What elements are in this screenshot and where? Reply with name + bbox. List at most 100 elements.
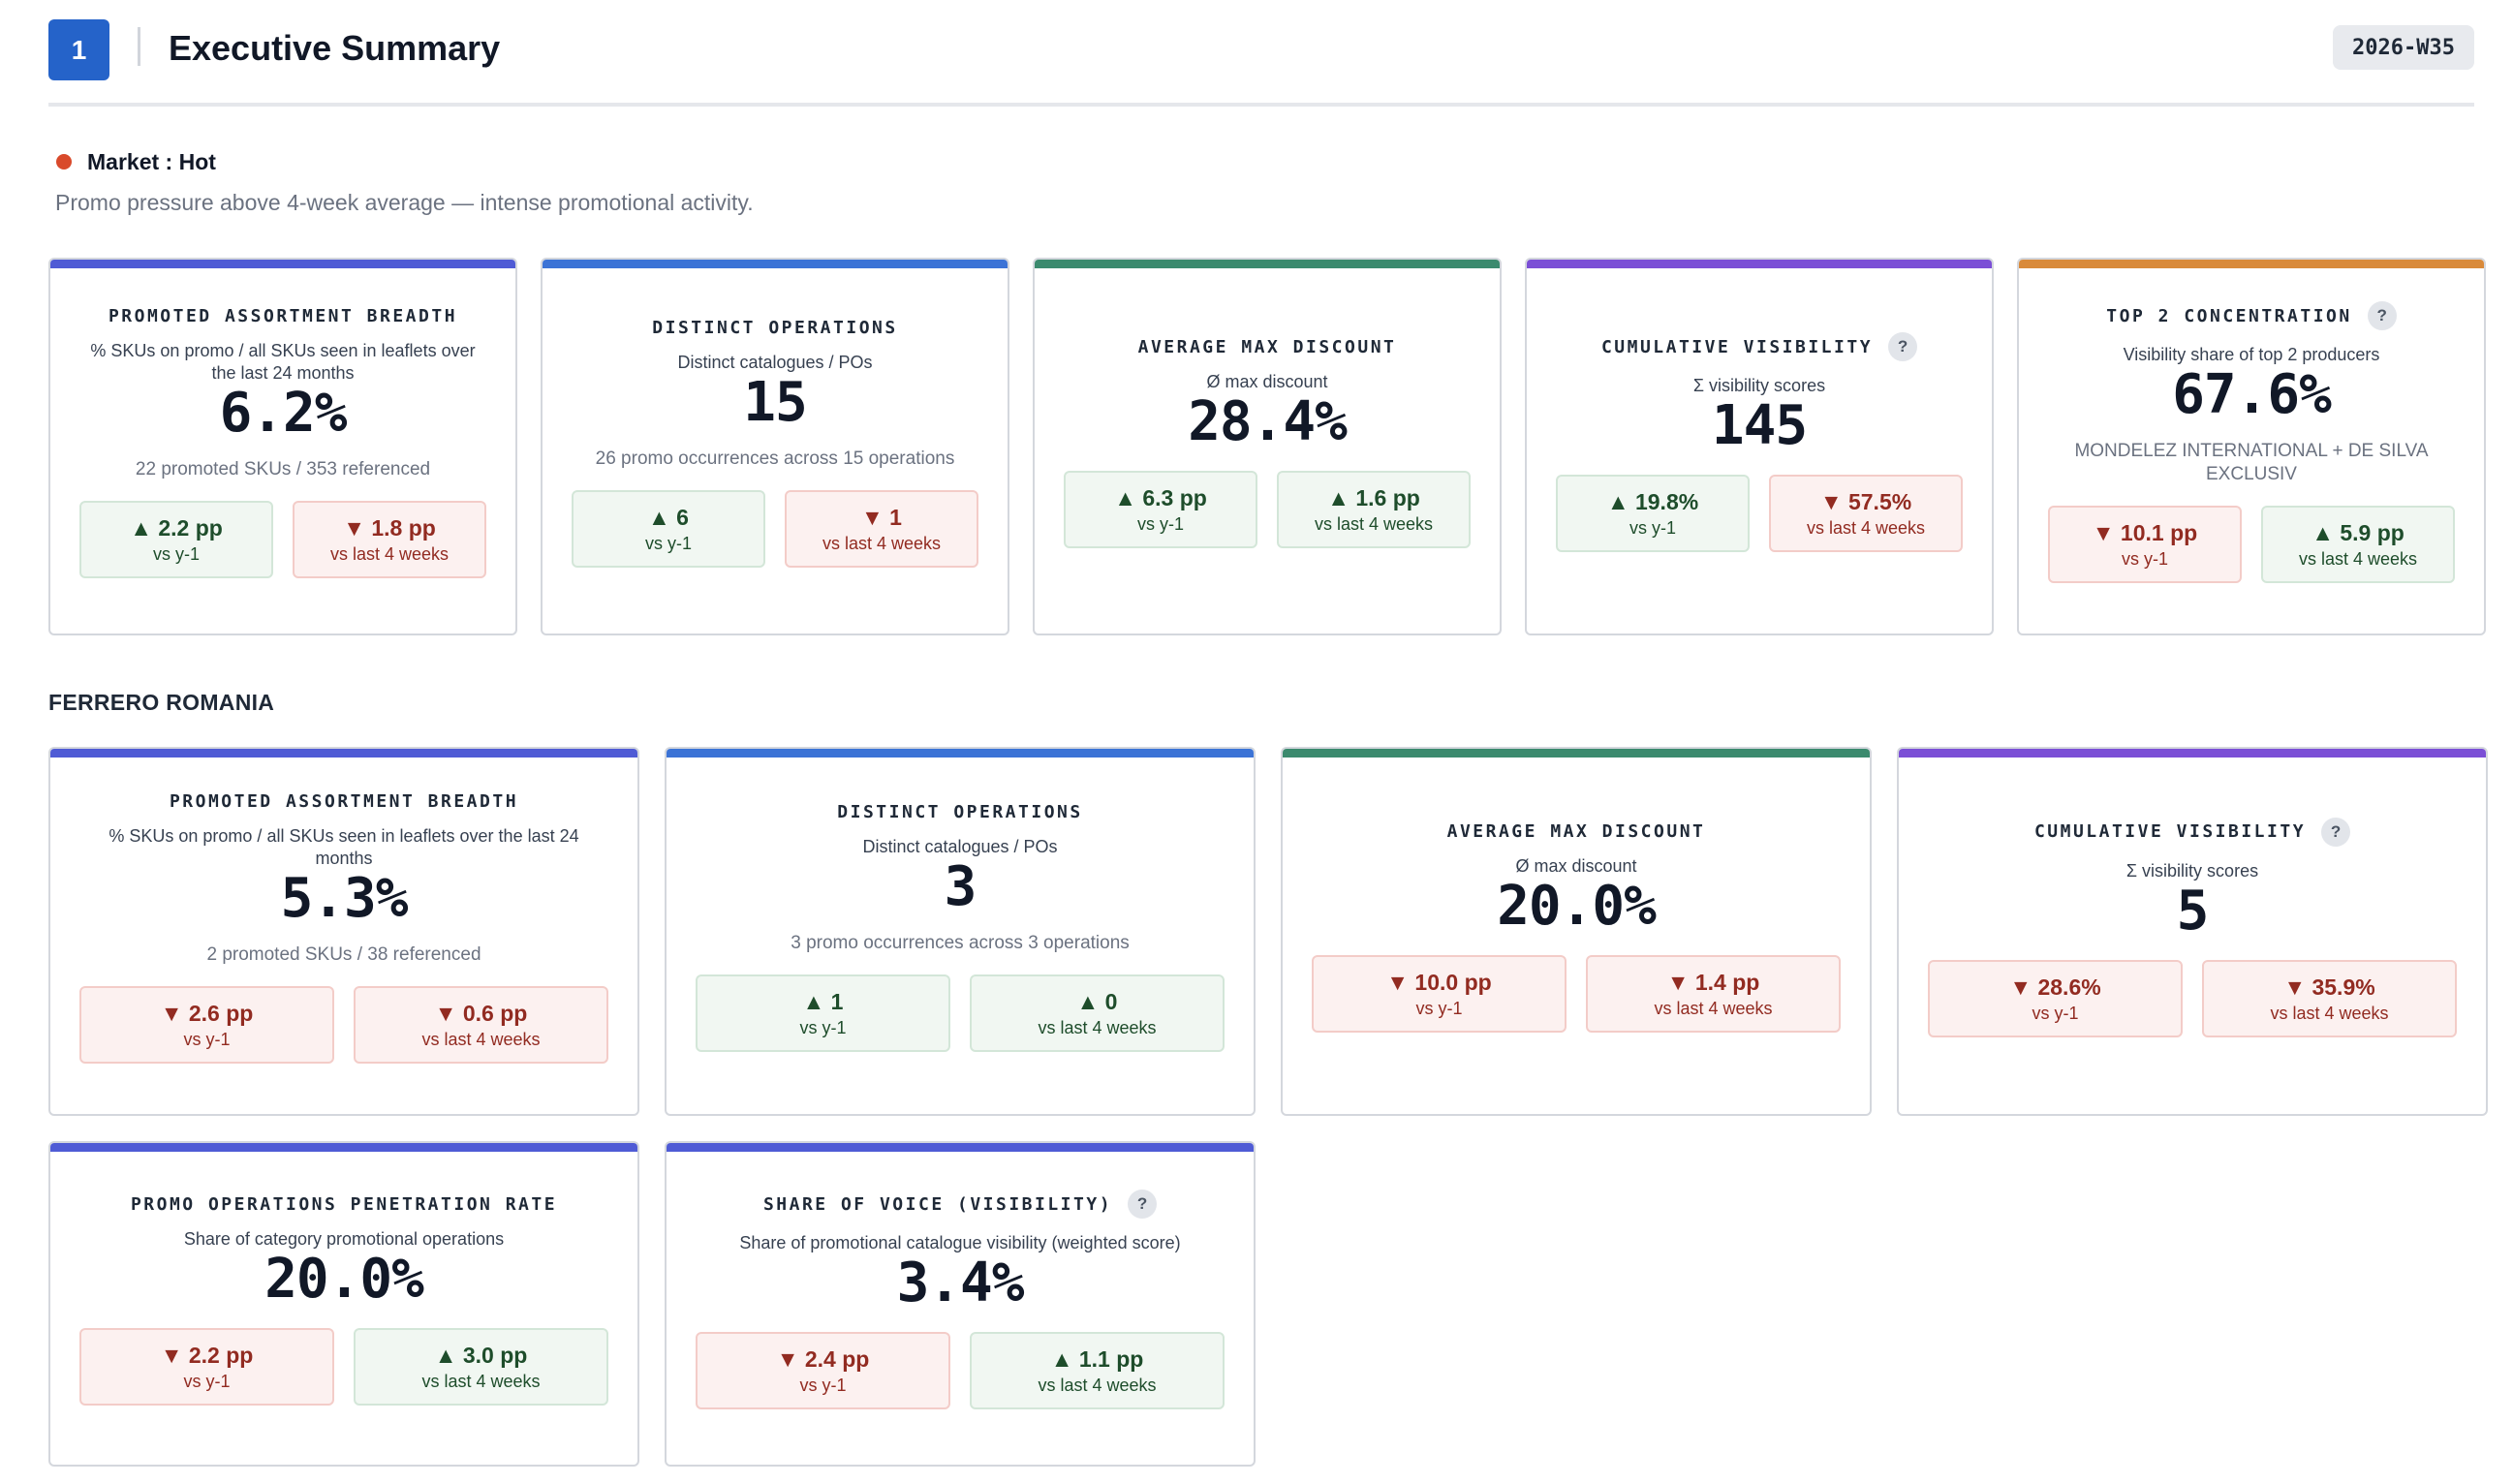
delta-vs-last-4-weeks: ▼ 0.6 pp vs last 4 weeks — [354, 985, 608, 1064]
card-content: DISTINCT OPERATIONS Distinct catalogues /… — [543, 268, 1008, 634]
delta-vs-last-year: ▲ 2.2 pp vs y-1 — [79, 501, 273, 578]
delta-row: ▼ 2.4 pp vs y-1 ▲ 1.1 pp vs last 4 weeks — [696, 1332, 1225, 1409]
card-title-text: PROMO OPERATIONS PENETRATION RATE — [130, 1193, 558, 1215]
help-icon[interactable]: ? — [1128, 1190, 1158, 1219]
delta-value: ▼ 57.5% — [1819, 489, 1912, 514]
delta-value: ▲ 6.3 pp — [1114, 484, 1207, 510]
brand-section-title: FERRERO ROMANIA — [48, 690, 275, 715]
page-title: Executive Summary — [169, 28, 501, 68]
kpi-value: 3 — [944, 855, 977, 918]
card-title: SHARE OF VOICE (VISIBILITY)? — [763, 1190, 1158, 1219]
week-badge: 2026-W35 — [2333, 25, 2474, 70]
delta-value: ▼ 1.4 pp — [1666, 970, 1760, 995]
card-title-text: AVERAGE MAX DISCOUNT — [1137, 336, 1397, 357]
delta-value: ▼ 2.6 pp — [160, 1000, 254, 1026]
card-title: DISTINCT OPERATIONS — [652, 318, 897, 338]
delta-row: ▲ 6.3 pp vs y-1 ▲ 1.6 pp vs last 4 weeks — [1064, 470, 1471, 548]
card-accent-bar — [1527, 260, 1992, 268]
card-content: PROMO OPERATIONS PENETRATION RATE Share o… — [50, 1152, 637, 1465]
delta-label: vs y-1 — [152, 544, 200, 564]
card-content: CUMULATIVE VISIBILITY? Σ visibility score… — [1527, 268, 1992, 634]
brand-kpi-card: CUMULATIVE VISIBILITY? Σ visibility score… — [1897, 747, 2488, 1116]
help-icon[interactable]: ? — [1888, 332, 1918, 361]
card-title-text: AVERAGE MAX DISCOUNT — [1446, 821, 1706, 842]
delta-vs-last-4-weeks: ▼ 1 vs last 4 weeks — [785, 489, 978, 568]
card-title-text: PROMOTED ASSORTMENT BREADTH — [108, 306, 458, 326]
delta-label: vs y-1 — [1629, 518, 1676, 538]
card-subtitle: Share of category promotional operations — [183, 1228, 505, 1249]
delta-label: vs last 4 weeks — [2298, 549, 2418, 569]
card-accent-bar — [667, 1143, 1254, 1152]
card-title: PROMOTED ASSORTMENT BREADTH — [109, 306, 457, 326]
card-subtitle: Share of promotional catalogue visibilit… — [739, 1233, 1181, 1252]
delta-value: ▼ 1 — [861, 504, 902, 530]
delta-row: ▼ 10.1 pp vs y-1 ▲ 5.9 pp vs last 4 weeks — [2048, 506, 2455, 583]
card-title-text: DISTINCT OPERATIONS — [652, 317, 898, 338]
delta-value: ▲ 6 — [648, 504, 689, 530]
delta-label: vs last 4 weeks — [1038, 1376, 1157, 1395]
card-content: SHARE OF VOICE (VISIBILITY)? Share of pro… — [667, 1152, 1254, 1465]
delta-row: ▲ 2.2 pp vs y-1 ▼ 1.8 pp vs last 4 weeks — [79, 501, 486, 578]
card-accent-bar — [1283, 749, 1870, 757]
delta-value: ▼ 28.6% — [2009, 974, 2101, 1000]
card-content: DISTINCT OPERATIONS Distinct catalogues /… — [667, 757, 1254, 1114]
delta-row: ▲ 19.8% vs y-1 ▼ 57.5% vs last 4 weeks — [1556, 475, 1963, 552]
brand-kpi-card: PROMOTED ASSORTMENT BREADTH % SKUs on pro… — [48, 747, 639, 1116]
delta-value: ▼ 2.4 pp — [776, 1346, 870, 1372]
delta-label: vs last 4 weeks — [329, 544, 450, 564]
delta-label: vs last 4 weeks — [1654, 999, 1773, 1018]
delta-vs-last-4-weeks: ▲ 5.9 pp vs last 4 weeks — [2261, 506, 2455, 583]
delta-value: ▲ 19.8% — [1606, 489, 1699, 514]
kpi-value: 20.0% — [264, 1247, 424, 1311]
card-note: MONDELEZ INTERNATIONAL + DE SILVA EXCLUS… — [2074, 441, 2429, 484]
card-accent-bar — [667, 749, 1254, 757]
kpi-value: 145 — [1711, 394, 1808, 457]
card-title: AVERAGE MAX DISCOUNT — [1138, 337, 1397, 357]
card-note: 3 promo occurrences across 3 operations — [791, 933, 1130, 953]
delta-label: vs last 4 weeks — [2270, 1003, 2389, 1023]
delta-row: ▼ 28.6% vs y-1 ▼ 35.9% vs last 4 weeks — [1928, 959, 2457, 1037]
delta-value: ▼ 2.2 pp — [160, 1342, 254, 1368]
delta-vs-last-year: ▼ 28.6% vs y-1 — [1928, 959, 2183, 1037]
delta-value: ▲ 0 — [1076, 989, 1118, 1014]
delta-vs-last-year: ▼ 2.4 pp vs y-1 — [696, 1332, 950, 1409]
card-content: AVERAGE MAX DISCOUNT Ø max discount 20.0% ▼… — [1283, 757, 1870, 1114]
delta-value: ▲ 1.1 pp — [1050, 1346, 1144, 1372]
delta-label: vs last 4 weeks — [1038, 1018, 1157, 1037]
help-icon[interactable]: ? — [2367, 301, 2397, 330]
delta-label: vs y-1 — [799, 1376, 847, 1395]
card-subtitle: Distinct catalogues / POs — [677, 352, 873, 372]
market-status: Market : Hot — [56, 147, 216, 176]
card-subtitle: Σ visibility scores — [2125, 860, 2259, 881]
delta-vs-last-year: ▲ 6.3 pp vs y-1 — [1064, 470, 1257, 548]
card-subtitle: % SKUs on promo / all SKUs seen in leafl… — [109, 825, 579, 868]
card-title-text: TOP 2 CONCENTRATION — [2106, 305, 2352, 326]
delta-label: vs last 4 weeks — [1314, 513, 1434, 534]
kpi-value: 5.3% — [280, 866, 409, 930]
card-title: PROMOTED ASSORTMENT BREADTH — [170, 791, 518, 812]
card-content: CUMULATIVE VISIBILITY? Σ visibility score… — [1899, 757, 2486, 1114]
brand-kpi-card: DISTINCT OPERATIONS Distinct catalogues /… — [665, 747, 1256, 1116]
market-kpi-card: AVERAGE MAX DISCOUNT Ø max discount 28.4% ▲… — [1033, 258, 1502, 635]
delta-vs-last-4-weeks: ▼ 1.8 pp vs last 4 weeks — [293, 501, 486, 578]
delta-vs-last-4-weeks: ▲ 1.6 pp vs last 4 weeks — [1277, 470, 1471, 548]
kpi-value: 20.0% — [1497, 875, 1657, 938]
card-subtitle: Visibility share of top 2 producers — [2123, 345, 2380, 364]
delta-value: ▲ 1.6 pp — [1327, 484, 1420, 510]
card-title: CUMULATIVE VISIBILITY? — [1601, 332, 1918, 361]
delta-vs-last-4-weeks: ▼ 35.9% vs last 4 weeks — [2202, 959, 2457, 1037]
delta-vs-last-4-weeks: ▲ 0 vs last 4 weeks — [970, 974, 1225, 1052]
delta-value: ▲ 2.2 pp — [130, 515, 223, 541]
header-divider — [138, 27, 140, 66]
delta-value: ▼ 1.8 pp — [343, 515, 436, 541]
card-content: TOP 2 CONCENTRATION? Visibility share of … — [2019, 268, 2484, 634]
delta-vs-last-year: ▲ 19.8% vs y-1 — [1556, 475, 1750, 552]
delta-label: vs last 4 weeks — [421, 1029, 541, 1049]
delta-value: ▼ 0.6 pp — [434, 1000, 528, 1026]
card-note: 22 promoted SKUs / 353 referenced — [135, 459, 431, 479]
card-note: 2 promoted SKUs / 38 referenced — [206, 943, 481, 965]
delta-label: vs y-1 — [2121, 549, 2168, 569]
help-icon[interactable]: ? — [2321, 817, 2351, 847]
page-header: 1 Executive Summary 2026-W35 — [48, 17, 2474, 107]
market-kpi-card: TOP 2 CONCENTRATION? Visibility share of … — [2017, 258, 2486, 635]
